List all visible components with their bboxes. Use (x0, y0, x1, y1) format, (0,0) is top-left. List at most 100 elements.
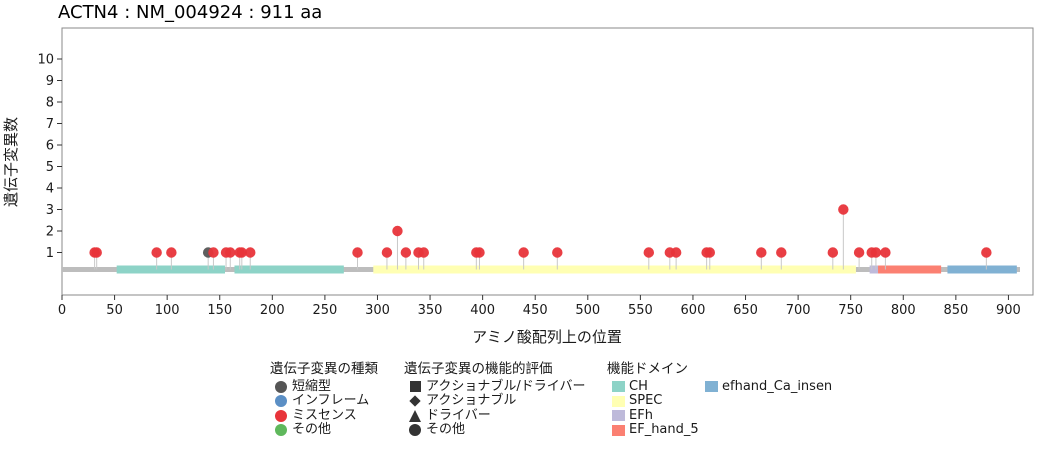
y-tick-label: 10 (37, 53, 54, 68)
legend-item: 短縮型 (270, 379, 378, 395)
x-axis: 0 50 100 150 200 250 300 350 400 450 500 550 600 650 7… (58, 295, 1021, 318)
legend-item: インフレーム (270, 393, 378, 409)
x-tick-label: 750 (838, 303, 863, 318)
y-tick-label: 1 (46, 246, 54, 261)
y-axis-title: 遺伝子変異数 (2, 117, 20, 207)
x-tick-label: 450 (523, 303, 548, 318)
x-tick-label: 400 (470, 303, 495, 318)
mutation-point (245, 247, 256, 258)
x-tick-label: 200 (260, 303, 285, 318)
legend-functional: 遺伝子変異の機能的評価 アクショナブル/ドライバー アクショナブル ドライバー … (404, 362, 585, 438)
x-tick-label: 300 (365, 303, 390, 318)
mutation-point (880, 247, 891, 258)
x-tick-label: 350 (418, 303, 443, 318)
x-tick-label: 250 (312, 303, 337, 318)
legend-item: EFh (607, 408, 699, 424)
x-tick-label: 650 (733, 303, 758, 318)
legend-item: efhand_Ca_insen (700, 379, 832, 395)
spec-swatch-icon (611, 395, 625, 407)
other-dot-icon (275, 424, 287, 437)
legend-title: 遺伝子変異の種類 (270, 361, 378, 377)
legend-title: 機能ドメイン (607, 361, 688, 377)
ch-swatch-icon (611, 381, 625, 393)
efh-swatch-icon (611, 410, 625, 422)
mutation-point (643, 247, 654, 258)
mutation-point (756, 247, 767, 258)
x-axis-title: アミノ酸配列上の位置 (472, 328, 622, 346)
x-tick-label: 100 (155, 303, 180, 318)
legend-item: アクショナブル (404, 393, 585, 409)
mutation-point (418, 247, 429, 258)
domain-efh (869, 265, 879, 274)
x-tick-label: 800 (891, 303, 916, 318)
legend-item: ミスセンス (270, 408, 378, 424)
x-tick-label: 550 (628, 303, 653, 318)
chart-title: ACTN4 : NM_004924 : 911 aa (58, 2, 322, 23)
ef-hand-5-swatch-icon (611, 424, 625, 436)
mutation-point (236, 247, 248, 258)
x-tick-label: 50 (106, 303, 123, 318)
x-tick-label: 150 (207, 303, 232, 318)
y-tick-label: 6 (46, 139, 54, 154)
x-tick-label: 0 (58, 303, 66, 318)
x-tick-label: 900 (996, 303, 1021, 318)
efhand-ca-insen-swatch-icon (704, 381, 718, 393)
x-tick-label: 500 (575, 303, 600, 318)
mutation-point (352, 247, 363, 258)
mutation-point (870, 247, 882, 258)
plot-frame (61, 27, 1034, 296)
legend-item: EF_hand_5 (607, 422, 699, 438)
legend-title: 遺伝子変異の機能的評価 (404, 361, 553, 377)
mutation-point (400, 247, 412, 258)
inframe-dot-icon (275, 395, 287, 408)
y-tick-label: 7 (46, 117, 54, 132)
mutation-point (827, 247, 839, 258)
domain-efhand-ca-insen (947, 265, 1017, 274)
legend-domains-col2: efhand_Ca_insen (700, 379, 832, 395)
mutation-point (381, 247, 393, 258)
legend-item: CH (607, 379, 699, 395)
mutation-point (853, 247, 865, 258)
x-tick-label: 700 (786, 303, 811, 318)
legend-item: その他 (270, 422, 378, 438)
missense-dot-icon (275, 409, 287, 422)
y-tick-label: 4 (46, 182, 54, 197)
x-tick-label: 850 (943, 303, 968, 318)
y-tick-label: 5 (46, 160, 54, 175)
legend-item: ドライバー (404, 408, 585, 424)
domain-spec (373, 265, 856, 274)
stems (94, 209, 987, 270)
mutation-point (392, 225, 403, 237)
domain-ef-hand-5 (878, 265, 942, 274)
mutation-points (89, 204, 992, 258)
y-tick-label: 2 (46, 225, 54, 240)
mutation-point (208, 247, 219, 258)
truncating-dot-icon (275, 380, 287, 393)
mutation-point (474, 247, 485, 258)
legend-domains: 機能ドメイン CH SPEC EFh EF_hand_5 (607, 362, 699, 438)
mutation-point (776, 247, 787, 258)
y-tick-label: 9 (46, 74, 54, 89)
domain-ch (234, 265, 344, 274)
y-axis: 1 2 3 4 5 6 7 8 9 10 (37, 53, 62, 261)
mutation-point (552, 247, 563, 258)
diamond-icon (409, 395, 421, 407)
mutation-point (166, 247, 177, 258)
legend-mutation-type: 遺伝子変異の種類 短縮型 インフレーム ミスセンス その他 (270, 362, 378, 438)
mutation-point (91, 247, 102, 258)
triangle-icon (409, 409, 421, 422)
legend-item: その他 (404, 422, 585, 438)
mutation-point (670, 247, 682, 258)
square-icon (409, 381, 421, 393)
y-tick-label: 8 (46, 96, 54, 111)
legend-item: SPEC (607, 393, 699, 409)
mutation-point (981, 247, 992, 258)
y-tick-label: 3 (46, 203, 54, 218)
domain-ch (116, 265, 225, 274)
mutation-point (704, 247, 715, 258)
domain-track (62, 265, 1020, 274)
mutation-point (151, 247, 162, 258)
mutation-point (518, 247, 529, 258)
circle-icon (409, 424, 421, 437)
